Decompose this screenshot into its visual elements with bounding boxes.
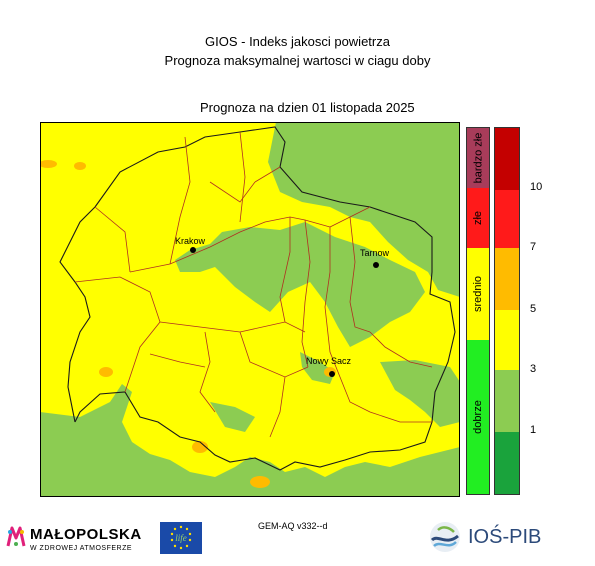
tarnow-label: Tarnow — [360, 248, 390, 258]
nowy-sacz-marker — [329, 371, 335, 377]
krakow-label: Krakow — [175, 236, 206, 246]
category-label: dobrze — [472, 400, 485, 434]
index-band — [495, 190, 519, 248]
malopolska-subtext: W ZDROWEJ ATMOSFERZE — [30, 545, 133, 552]
forecast-map: Krakow Tarnow Nowy Sacz — [40, 122, 460, 497]
krakow-marker — [190, 247, 196, 253]
index-band — [495, 432, 519, 494]
category-bardzo-zle: bardzo złe — [467, 128, 489, 188]
category-label: złe — [472, 210, 484, 226]
good-air-zones — [40, 122, 460, 497]
nowy-sacz-label: Nowy Sacz — [306, 356, 352, 366]
index-tick: 10 — [530, 181, 543, 193]
index-colorbar — [494, 127, 520, 495]
malopolska-logo: MAŁOPOLSKA W ZDROWEJ ATMOSFERZE — [6, 522, 156, 556]
index-band — [495, 310, 519, 370]
ios-pib-text: IOŚ-PIB — [468, 526, 542, 548]
index-tick: 5 — [530, 303, 537, 315]
map-subtitle: Prognoza maksymalnej wartosci w ciagu do… — [164, 53, 431, 68]
tarnow-marker — [373, 262, 379, 268]
ios-pib-logo: IOŚ-PIB — [428, 520, 558, 554]
map-frame — [40, 122, 460, 497]
category-zle: złe — [467, 188, 489, 248]
category-label: srednio — [472, 275, 485, 313]
category-dobrze: dobrze — [467, 340, 489, 494]
eu-life-logo: life — [160, 522, 202, 554]
city-markers: Krakow Tarnow Nowy Sacz — [175, 236, 390, 377]
model-label: GEM-AQ v332--d — [258, 521, 328, 531]
malopolska-text: MAŁOPOLSKA — [30, 526, 142, 543]
forecast-date: Prognoza na dzien 01 listopada 2025 — [200, 100, 415, 115]
category-legend: bardzo złe złe srednio dobrze — [466, 127, 490, 495]
index-band — [495, 248, 519, 310]
ios-pib-mark-icon — [430, 522, 460, 552]
malopolska-mark-icon — [6, 526, 26, 547]
county-borders — [74, 131, 433, 438]
index-band — [495, 370, 519, 432]
category-label: bardzo złe — [472, 132, 485, 184]
index-tick: 1 — [530, 424, 537, 436]
life-text: life — [175, 533, 187, 543]
index-tick: 7 — [530, 241, 537, 253]
category-srednio: srednio — [467, 248, 489, 340]
map-title: GIOS - Indeks jakosci powietrza — [205, 34, 390, 49]
index-band — [495, 128, 519, 190]
voivodeship-border — [59, 126, 456, 471]
eu-flag-icon: life — [160, 522, 202, 554]
index-tick: 3 — [530, 363, 537, 375]
